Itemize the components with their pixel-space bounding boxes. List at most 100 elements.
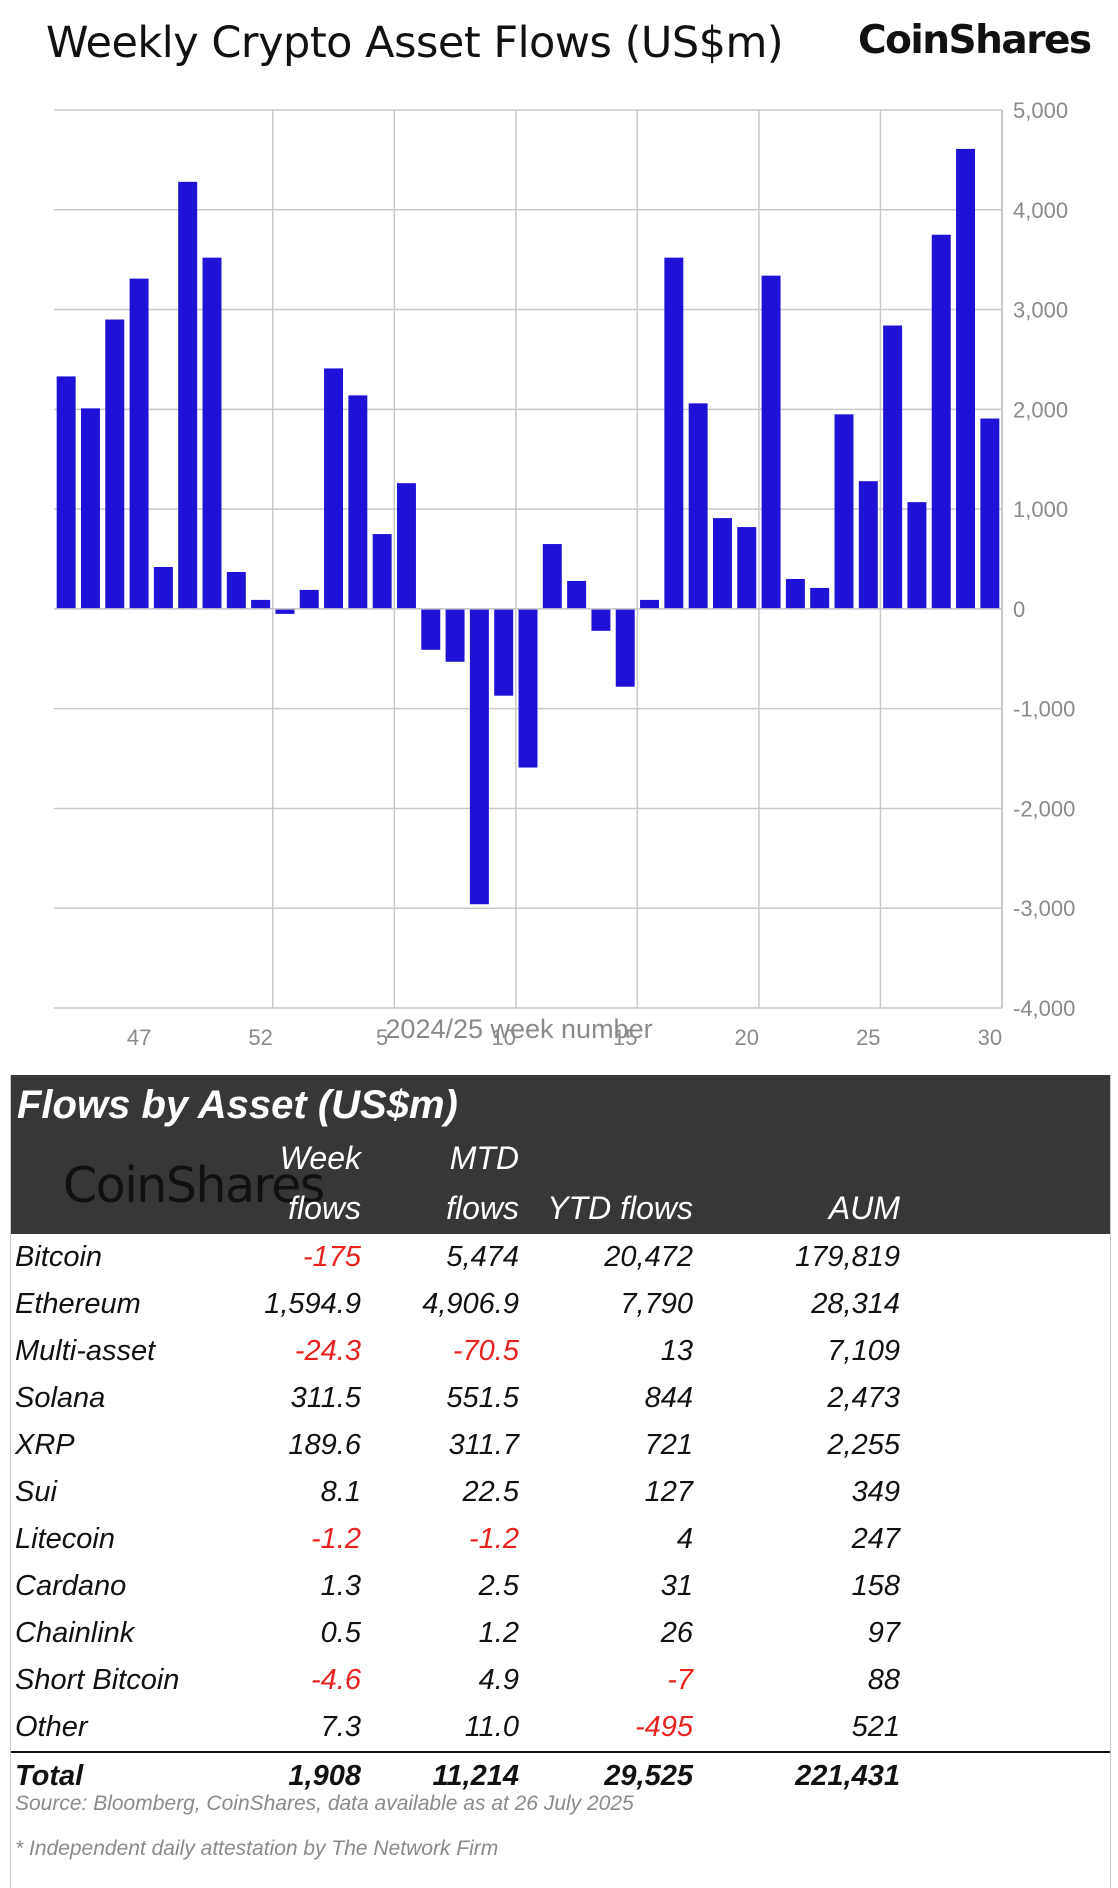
bar xyxy=(761,275,781,609)
asset-name: Other xyxy=(15,1711,88,1743)
asset-name: Cardano xyxy=(15,1570,127,1602)
cell-mtd: 2.5 xyxy=(478,1570,519,1602)
table-title: Flows by Asset (US$m) xyxy=(17,1083,458,1127)
bar xyxy=(299,589,319,609)
chart-axes xyxy=(54,110,1003,1008)
cell-aum: 7,109 xyxy=(827,1335,900,1367)
asset-name: Sui xyxy=(15,1476,57,1508)
cell-aum: 521 xyxy=(851,1711,900,1743)
x-tick-label: 47 xyxy=(127,1025,151,1050)
cell-mtd: 311.7 xyxy=(448,1429,519,1461)
cell-week: 7.3 xyxy=(320,1711,361,1743)
total-week: 1,908 xyxy=(288,1760,361,1792)
bar xyxy=(275,608,295,614)
cell-aum: 2,255 xyxy=(827,1429,900,1461)
table-header: Flows by Asset (US$m) CoinShares Week fl… xyxy=(11,1075,1110,1234)
bar xyxy=(640,599,660,609)
cell-ytd: -7 xyxy=(667,1664,693,1696)
table-row: Other 7.3 11.0 -495 521 xyxy=(11,1704,1110,1751)
table-row: Short Bitcoin -4.6 4.9 -7 88 xyxy=(11,1657,1110,1704)
asset-name: Litecoin xyxy=(15,1523,115,1555)
x-tick-label: 15 xyxy=(613,1025,637,1050)
bar xyxy=(105,319,125,609)
x-tick-labels: 47 52 5 10 15 20 25 30 xyxy=(127,1025,1002,1050)
bar xyxy=(324,368,344,609)
bar xyxy=(469,608,489,905)
cell-aum: 2,473 xyxy=(827,1382,900,1414)
table-row: XRP 189.6 311.7 721 2,255 xyxy=(11,1422,1110,1469)
table-row: Multi-asset -24.3 -70.5 13 7,109 xyxy=(11,1328,1110,1375)
cell-mtd: -1.2 xyxy=(469,1523,519,1555)
flows-by-asset-table: Flows by Asset (US$m) CoinShares Week fl… xyxy=(10,1075,1111,1888)
bar xyxy=(664,257,684,609)
cell-mtd: 5,474 xyxy=(446,1241,519,1273)
asset-name: Multi-asset xyxy=(15,1335,156,1367)
header-week-top: Week xyxy=(279,1140,361,1176)
y-tick-labels: 5,000 4,000 3,000 2,000 1,000 0 -1,000 -2,000 -3… xyxy=(1013,98,1075,1021)
header-mtd-bottom: flows xyxy=(446,1190,519,1226)
header-aum: AUM xyxy=(828,1190,900,1226)
cell-ytd: -495 xyxy=(634,1711,693,1743)
table-row: Sui 8.1 22.5 127 349 xyxy=(11,1469,1110,1516)
table-coinshares-logo: CoinShares xyxy=(63,1157,325,1214)
asset-name: Ethereum xyxy=(15,1288,141,1320)
cell-week: 0.5 xyxy=(320,1617,361,1649)
y-tick-label: -4,000 xyxy=(1013,996,1075,1021)
cell-aum: 179,819 xyxy=(795,1241,900,1273)
header-ytd: YTD flows xyxy=(547,1190,693,1226)
bar xyxy=(810,587,830,609)
y-tick-label: 3,000 xyxy=(1013,298,1068,323)
x-tick-label: 10 xyxy=(491,1025,515,1050)
table-total-row: Total 1,908 11,214 29,525 221,431 xyxy=(11,1751,1110,1800)
cell-mtd: 551.5 xyxy=(446,1382,519,1414)
cell-ytd: 721 xyxy=(644,1429,693,1461)
asset-name: Solana xyxy=(15,1382,106,1414)
cell-week: 1.3 xyxy=(320,1570,361,1602)
total-aum: 221,431 xyxy=(795,1760,900,1792)
bar xyxy=(178,181,198,609)
bar xyxy=(712,518,732,609)
y-tick-label: -1,000 xyxy=(1013,697,1075,722)
y-tick-label: 2,000 xyxy=(1013,397,1068,422)
bar xyxy=(737,527,757,609)
bar xyxy=(80,408,100,609)
source-note: Source: Bloomberg, CoinShares, data avai… xyxy=(15,1792,634,1815)
y-tick-label: -3,000 xyxy=(1013,896,1075,921)
x-axis-title: 2024/25 week number xyxy=(385,1014,652,1044)
cell-week: -24.3 xyxy=(294,1335,361,1367)
cell-ytd: 7,790 xyxy=(620,1288,693,1320)
bar xyxy=(153,566,173,609)
bar xyxy=(396,483,416,609)
y-tick-label: 4,000 xyxy=(1013,198,1068,223)
bar xyxy=(931,234,951,609)
table-row: Chainlink 0.5 1.2 26 97 xyxy=(11,1610,1110,1657)
bar xyxy=(421,608,441,650)
asset-name: Chainlink xyxy=(15,1617,135,1649)
bar xyxy=(883,325,903,609)
total-ytd: 29,525 xyxy=(604,1760,693,1792)
cell-ytd: 26 xyxy=(660,1617,693,1649)
footnote: * Independent daily attestation by The N… xyxy=(15,1837,499,1860)
table-row: Cardano 1.3 2.5 31 158 xyxy=(11,1563,1110,1610)
bar xyxy=(372,534,392,609)
cell-week: -4.6 xyxy=(311,1664,361,1696)
cell-ytd: 4 xyxy=(676,1523,693,1555)
cell-week: 311.5 xyxy=(290,1382,361,1414)
table-body: Bitcoin -175 5,474 20,472 179,819 Ethereum 1,5… xyxy=(11,1234,1110,1751)
bar xyxy=(785,578,805,609)
cell-mtd: 11.0 xyxy=(464,1711,519,1743)
bar xyxy=(615,608,635,687)
bar xyxy=(688,403,708,609)
total-mtd: 11,214 xyxy=(432,1760,519,1792)
bar xyxy=(226,571,246,609)
flows-bar-chart: 5,000 4,000 3,000 2,000 1,000 0 -1,000 -2,000 -3… xyxy=(54,98,1075,1050)
bar xyxy=(956,148,976,609)
asset-name: Short Bitcoin xyxy=(15,1664,180,1696)
y-tick-label: 1,000 xyxy=(1013,497,1068,522)
bar xyxy=(542,544,562,609)
table-row: Solana 311.5 551.5 844 2,473 xyxy=(11,1375,1110,1422)
table-row: Ethereum 1,594.9 4,906.9 7,790 28,314 xyxy=(11,1281,1110,1328)
table-row: Litecoin -1.2 -1.2 4 247 xyxy=(11,1516,1110,1563)
cell-ytd: 127 xyxy=(644,1476,693,1508)
x-tick-label: 52 xyxy=(248,1025,272,1050)
